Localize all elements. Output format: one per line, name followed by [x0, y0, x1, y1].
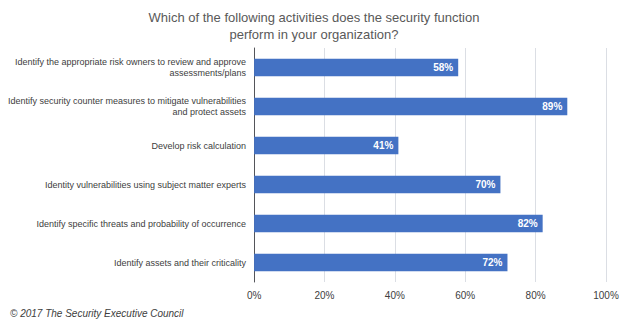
svg-text:0%: 0%	[247, 290, 262, 301]
svg-text:70%: 70%	[475, 179, 495, 190]
svg-text:Identify security counter meas: Identify security counter measures to mi…	[8, 96, 247, 106]
svg-text:Develop risk calculation: Develop risk calculation	[152, 141, 247, 151]
svg-text:Which of the following activit: Which of the following activities does t…	[149, 10, 480, 25]
svg-text:100%: 100%	[593, 290, 619, 301]
svg-text:41%: 41%	[373, 140, 393, 151]
svg-text:20%: 20%	[314, 290, 334, 301]
svg-text:perform in your organization?: perform in your organization?	[229, 27, 398, 42]
svg-text:and protect assets: and protect assets	[173, 107, 247, 117]
svg-text:Identify assets and their crit: Identify assets and their criticality	[114, 258, 247, 268]
svg-text:80%: 80%	[526, 290, 546, 301]
svg-text:60%: 60%	[455, 290, 475, 301]
svg-text:40%: 40%	[385, 290, 405, 301]
svg-text:72%: 72%	[482, 257, 502, 268]
svg-text:89%: 89%	[542, 101, 562, 112]
svg-text:82%: 82%	[518, 218, 538, 229]
svg-text:Identity vulnerabilities using: Identity vulnerabilities using subject m…	[45, 180, 247, 190]
svg-text:Identify specific threats and: Identify specific threats and probabilit…	[36, 219, 246, 229]
svg-text:58%: 58%	[433, 62, 453, 73]
svg-text:Identify the appropriate risk: Identify the appropriate risk owners to …	[15, 57, 246, 67]
svg-text:assessments/plans: assessments/plans	[170, 68, 247, 78]
svg-text:© 2017 The Security Executive: © 2017 The Security Executive Council	[10, 308, 184, 319]
